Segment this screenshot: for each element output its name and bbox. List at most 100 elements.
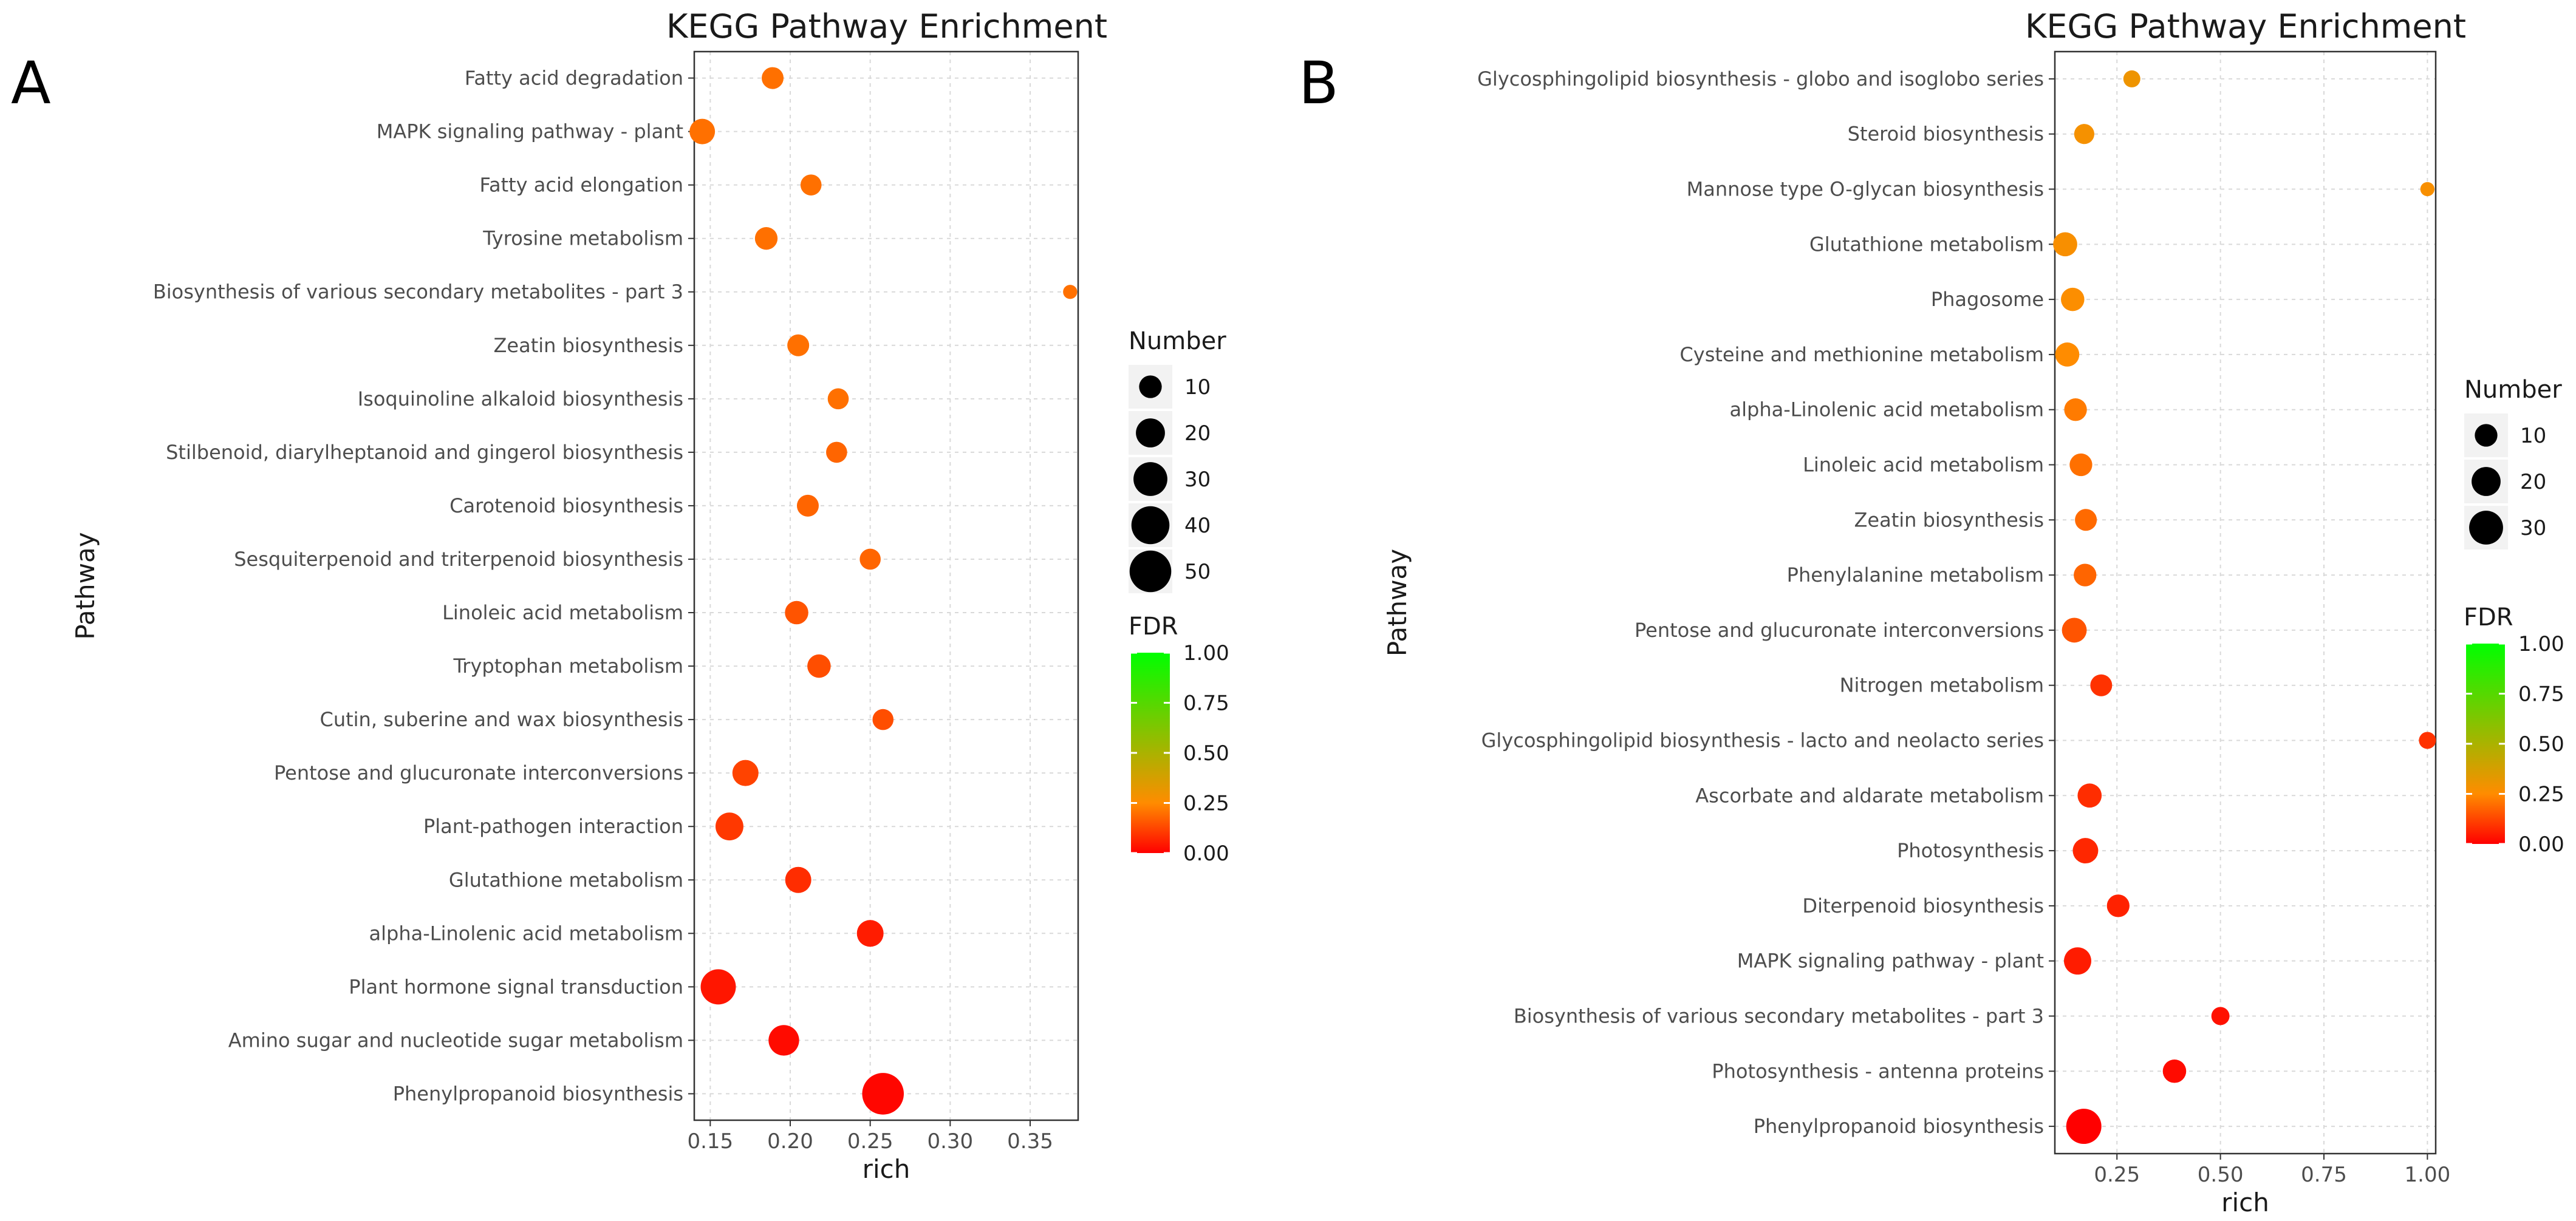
category-label: Sesquiterpenoid and triterpenoid biosynt… [234,548,683,571]
category-label: Carotenoid biosynthesis [449,494,683,517]
colorbar-tick-label: 0.00 [1183,842,1229,866]
size-legend-dot [2469,511,2503,545]
size-legend-dot [1139,375,1162,398]
x-axis-title: rich [2221,1188,2269,1217]
data-point [872,709,894,730]
category-label: Pentose and glucuronate interconversions [274,761,683,784]
size-legend-label: 10 [1184,375,1211,400]
category-label: MAPK signaling pathway - plant [377,120,683,143]
category-label: Amino sugar and nucleotide sugar metabol… [228,1029,683,1052]
data-point [700,969,736,1005]
colorbar-tick-label: 1.00 [2518,632,2564,656]
data-point [754,227,778,250]
colorbar-tick-label: 1.00 [1183,641,1229,665]
category-label: Photosynthesis - antenna proteins [1712,1059,2044,1083]
category-label: Tryptophan metabolism [453,655,683,678]
size-legend-label: 50 [1184,560,1211,584]
category-label: Glutathione metabolism [449,868,683,891]
category-label: Linoleic acid metabolism [1803,454,2044,477]
colorbar-tick-label: 0.00 [2518,832,2564,857]
category-label: Plant hormone signal transduction [349,975,683,998]
category-label: Cutin, suberine and wax biosynthesis [319,708,683,731]
category-label: Fatty acid elongation [479,174,683,197]
plot-frame [693,50,1079,1121]
data-point [689,118,716,145]
size-legend-dot [1136,418,1165,447]
data-point [2077,783,2102,808]
colorbar-tick-label: 0.75 [2518,682,2564,707]
data-point [2074,124,2094,145]
data-point [785,600,808,625]
category-label: Stilbenoid, diarylheptanoid and gingerol… [166,441,683,464]
data-point [827,388,849,410]
size-legend-title: Number [1129,327,1226,355]
size-legend-label: 40 [1184,514,1211,538]
x-tick-label: 0.25 [847,1129,893,1154]
data-point [807,654,831,678]
data-point [785,866,811,893]
data-point [2090,674,2113,696]
category-label: Linoleic acid metabolism [442,601,683,624]
data-point [2123,70,2140,87]
size-legend-label: 30 [2520,516,2546,540]
data-point [2063,947,2091,975]
data-point [859,548,881,570]
data-point [732,760,759,786]
data-point [2072,838,2099,864]
category-label: Biosynthesis of various secondary metabo… [1514,1004,2044,1027]
size-legend-label: 20 [2520,470,2546,494]
category-label: Steroid biosynthesis [1848,123,2044,146]
colorbar-tick-label: 0.75 [1183,692,1229,716]
category-label: Photosynthesis [1897,839,2044,862]
x-tick-label: 0.15 [687,1129,733,1154]
data-point [796,494,819,517]
data-point [2053,232,2077,257]
data-point [2420,182,2435,197]
panel-letter: B [1299,49,1339,117]
category-label: Glycosphingolipid biosynthesis - lacto a… [1481,729,2044,752]
data-point [2069,453,2093,477]
panel-a-chart: A KEGG Pathway Enrichment Fatty acid degra… [11,7,1229,1184]
category-label: Ascorbate and aldarate metabolism [1695,784,2044,807]
data-point [862,1073,904,1115]
x-tick-label: 0.50 [2198,1163,2244,1187]
data-point [787,334,810,356]
size-legend-dot [1131,506,1170,545]
y-axis-title: Pathway [1382,549,1412,656]
data-point [2075,509,2097,531]
category-label: alpha-Linolenic acid metabolism [369,922,683,945]
size-legend-label: 10 [2520,424,2546,448]
category-label: Diterpenoid biosynthesis [1802,894,2044,917]
category-label: Biosynthesis of various secondary metabo… [153,281,683,304]
data-point [768,1025,799,1056]
category-label: Tyrosine metabolism [482,227,683,250]
category-label: Fatty acid degradation [465,67,683,90]
panel-b-chart: B KEGG Pathway Enrichment Glycosphingolipi… [1299,7,2564,1217]
x-axis-title: rich [863,1154,910,1184]
colorbar-tick-label: 0.25 [1183,792,1229,816]
colorbar-tick-label: 0.50 [2518,732,2564,757]
data-point [2106,894,2130,917]
category-label: Glutathione metabolism [1809,233,2044,256]
category-label: Zeatin biosynthesis [493,334,683,357]
size-legend-dot [1133,462,1167,496]
chart-title: KEGG Pathway Enrichment [2025,7,2466,46]
data-point [856,920,884,947]
category-label: Plant-pathogen interaction [423,815,683,838]
category-label: Pentose and glucuronate interconversions [1635,619,2044,642]
category-label: Phenylpropanoid biosynthesis [1754,1115,2044,1138]
category-label: Cysteine and methionine metabolism [1679,343,2044,366]
category-label: Isoquinoline alkaloid biosynthesis [358,387,683,410]
category-label: alpha-Linolenic acid metabolism [1730,398,2044,421]
category-label: MAPK signaling pathway - plant [1737,950,2044,973]
data-point [826,441,847,463]
data-point [2074,563,2097,587]
panel-letter: A [11,49,51,117]
x-tick-label: 1.00 [2405,1163,2451,1187]
size-legend-label: 20 [1184,421,1211,446]
data-point [2064,398,2087,421]
category-label: Zeatin biosynthesis [1854,508,2044,531]
category-label: Glycosphingolipid biosynthesis - globo a… [1477,67,2044,90]
plot-frame [2054,50,2437,1155]
data-point [1063,285,1078,299]
